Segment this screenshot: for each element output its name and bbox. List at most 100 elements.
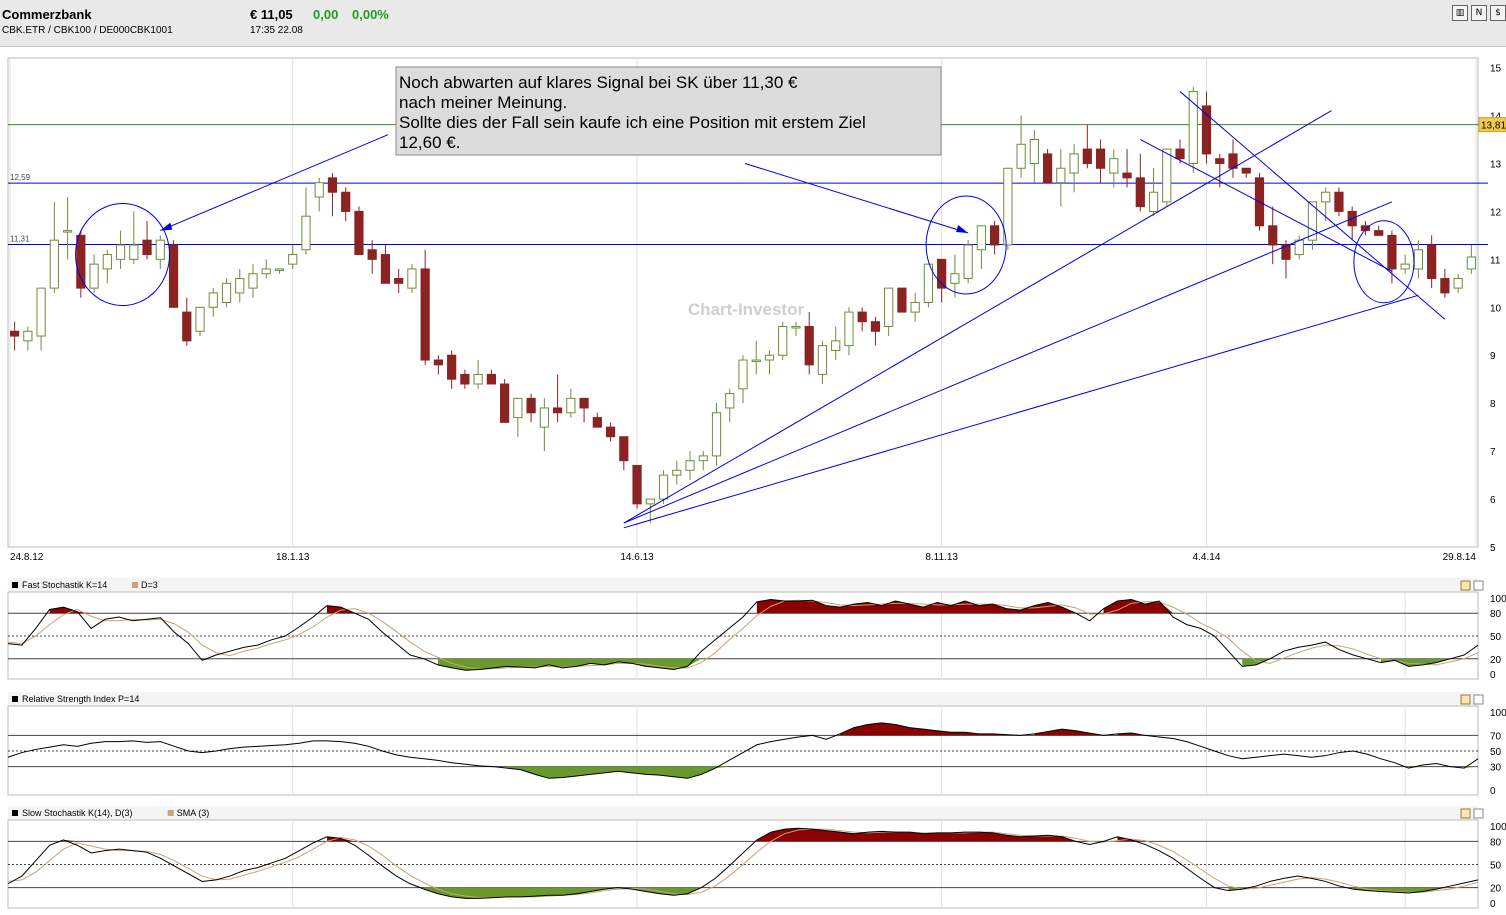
- x-tick-label: 14.6.13: [620, 552, 654, 563]
- candle-up: [1029, 139, 1039, 164]
- candle-up: [89, 263, 99, 289]
- candle-down: [327, 177, 338, 193]
- legend-swatch: [12, 696, 18, 702]
- candle-down: [460, 373, 470, 385]
- last-price: € 11,05: [250, 7, 293, 22]
- y-tick-label: 20: [1490, 655, 1502, 666]
- candle-up: [817, 345, 828, 375]
- annotation: Noch abwarten auf klares Signal bei SK ü…: [395, 66, 942, 156]
- level-label: 12,59: [10, 173, 31, 182]
- candle-up: [791, 325, 801, 329]
- candle-up: [1453, 278, 1463, 289]
- y-tick-label: 100: [1490, 594, 1506, 605]
- candle-up: [1188, 91, 1198, 164]
- candle-up: [1016, 143, 1026, 169]
- candle-up: [235, 278, 245, 294]
- candle-down: [1095, 148, 1106, 169]
- oversold-fill: [202, 658, 1451, 671]
- candle-down: [1334, 191, 1344, 212]
- panel-settings-icon: [1460, 580, 1471, 591]
- x-tick-label: 29.8.14: [1443, 552, 1477, 563]
- candle-down: [1135, 177, 1145, 208]
- y-tick-label: 12: [1490, 207, 1502, 218]
- candle-up: [314, 182, 324, 198]
- candle-up: [301, 215, 311, 251]
- candle-down: [367, 249, 377, 260]
- annotation-arrow-left: [160, 134, 389, 232]
- y-tick-label: 9: [1490, 351, 1496, 362]
- annotation-line: 12,60 €.: [399, 133, 460, 152]
- legend-label: Relative Strength Index P=14: [22, 694, 139, 704]
- price-change-pct: 0,00%: [352, 7, 389, 22]
- candle-up: [1162, 148, 1172, 203]
- trendline-resistance-lower: [1140, 139, 1393, 272]
- candle-up: [844, 311, 854, 347]
- y-tick-label: 6: [1490, 495, 1496, 506]
- overbought-fill: [63, 828, 1146, 842]
- candle-up: [963, 244, 973, 280]
- candle-down: [592, 417, 602, 428]
- y-tick-label: 80: [1490, 609, 1502, 620]
- news-icon[interactable]: N: [1471, 5, 1487, 21]
- y-tick-label: 8: [1490, 399, 1496, 410]
- overbought-fill: [49, 599, 1173, 614]
- highlight-circle: [75, 203, 171, 307]
- fast-stochastic-panel: Fast Stochastik K=14 D=3 100 80 50 20 0: [7, 578, 1506, 681]
- slow-stochastic-panel: Slow Stochastik K(14), D(3) SMA (3) 100 80 5…: [7, 806, 1506, 910]
- x-tick-label: 24.8.12: [10, 552, 44, 563]
- y-tick-label: 80: [1490, 837, 1502, 848]
- chart-area: 24.8.12 18.1.13 14.6.13 8.11.13 4.4.14 29.8.1…: [7, 57, 1506, 910]
- quote-time: 17:35 22.08: [250, 25, 303, 36]
- panel-close-icon: [1473, 580, 1484, 591]
- signal-line: [7, 599, 1479, 670]
- candle-down: [1440, 278, 1450, 294]
- candle-down: [619, 436, 629, 462]
- candle-down: [1215, 158, 1225, 164]
- candle-up: [711, 412, 722, 457]
- instrument-codes: CBK.ETR / CBK100 / DE000CBK1001: [2, 25, 173, 36]
- candle-up: [129, 244, 139, 260]
- instrument-name: Commerzbank: [2, 7, 92, 22]
- currency-icon[interactable]: $: [1490, 5, 1506, 21]
- candle-down: [552, 407, 563, 414]
- quote-header: Commerzbank CBK.ETR / CBK100 / DE000CBK1…: [0, 0, 1506, 47]
- candle-down: [168, 244, 179, 308]
- y-tick-label: 0: [1490, 786, 1496, 797]
- candle-down: [804, 325, 814, 366]
- y-tick-label: 100: [1490, 822, 1506, 833]
- candle-up: [566, 397, 576, 414]
- candle-up: [221, 282, 232, 304]
- candle-up: [288, 254, 298, 265]
- legend-swatch: [12, 582, 18, 588]
- y-tick-label: 11: [1490, 255, 1501, 266]
- candle-up: [658, 474, 669, 500]
- oversold-fill: [424, 887, 1451, 899]
- candle-up: [738, 359, 748, 390]
- candle-down: [1281, 244, 1291, 260]
- candle-up: [513, 397, 523, 419]
- candle-down: [1427, 244, 1437, 280]
- level-label: 11,31: [10, 234, 30, 243]
- candle-up: [910, 302, 920, 313]
- candle-up: [1294, 239, 1304, 256]
- bar-chart-icon[interactable]: ▥: [1452, 5, 1468, 21]
- annotation-box: [395, 66, 942, 156]
- y-tick-label: 20: [1490, 884, 1502, 895]
- y-tick-label: 100: [1490, 708, 1506, 719]
- candle-down: [605, 426, 616, 438]
- candle-down: [1175, 148, 1185, 160]
- candle-up: [725, 393, 735, 409]
- candle-down: [870, 321, 881, 332]
- candle-down: [1360, 225, 1371, 232]
- legend-label: Slow Stochastik K(14), D(3): [22, 808, 133, 818]
- candle-up: [473, 373, 483, 385]
- legend-swatch: [12, 810, 18, 816]
- y-tick-label: 14: [1490, 112, 1502, 123]
- candle-down: [394, 278, 404, 284]
- candle-down: [142, 239, 152, 256]
- trendline-support-mid: [623, 201, 1393, 524]
- candle-down: [897, 287, 907, 313]
- candle-up: [49, 239, 59, 289]
- candle-down: [433, 359, 444, 366]
- arrowhead-right: [956, 224, 969, 233]
